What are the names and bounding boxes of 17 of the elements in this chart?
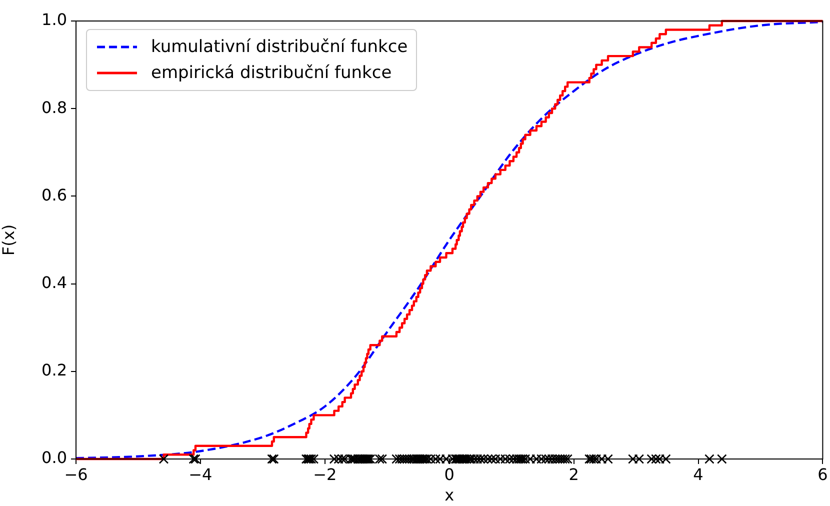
x-tick-label: 0: [444, 464, 454, 484]
legend-label: kumulativní distribuční funkce: [151, 36, 408, 59]
legend-label: empirická distribuční funkce: [151, 62, 392, 85]
x-axis-title: x: [444, 486, 454, 505]
x-tick-label: 4: [693, 464, 704, 484]
x-tick-label: −6: [64, 464, 88, 484]
y-tick-label: 0.0: [42, 448, 67, 468]
y-tick-label: 0.2: [42, 360, 67, 380]
x-tick-label: −4: [188, 464, 212, 484]
y-tick-label: 0.8: [42, 98, 67, 117]
x-tick-label: 6: [818, 464, 828, 484]
x-tick-label: −2: [313, 464, 337, 484]
x-tick-label: 2: [568, 464, 579, 484]
y-tick-label: 0.4: [42, 272, 67, 292]
y-axis-title: F(x): [0, 224, 18, 256]
y-tick-label: 1.0: [42, 10, 67, 30]
y-tick-label: 0.6: [42, 185, 67, 204]
